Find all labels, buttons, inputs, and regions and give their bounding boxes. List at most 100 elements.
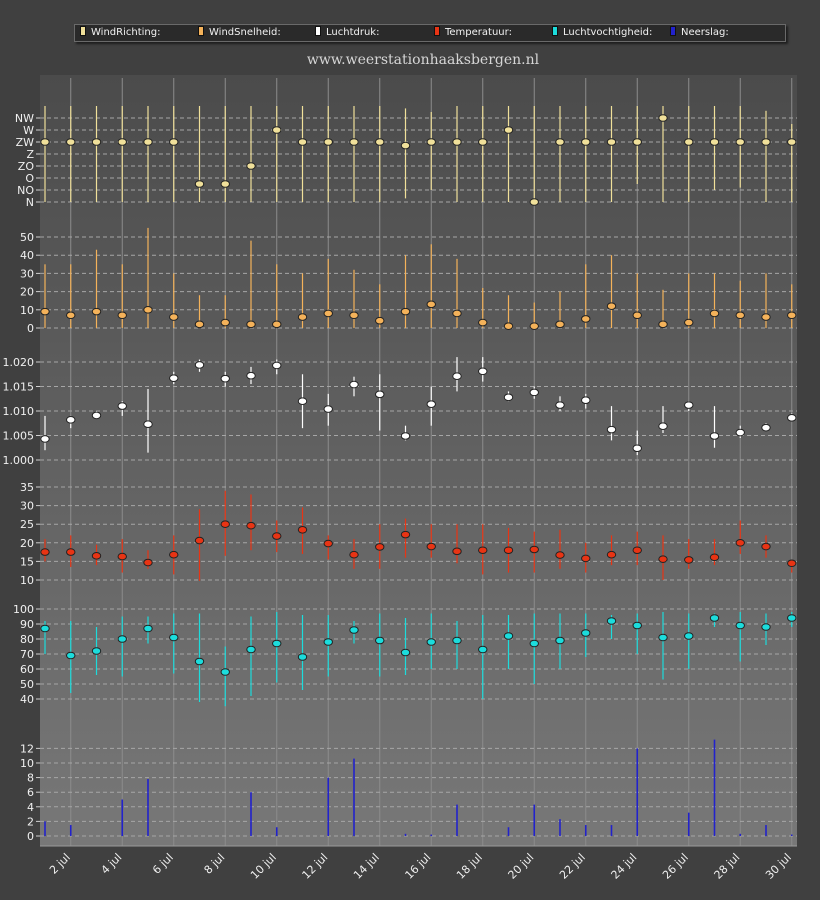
temperatuur-point (220, 520, 230, 529)
legend-item-temperatuur: Temperatuur: (434, 26, 512, 40)
windrichting-point (555, 138, 565, 146)
luchtvochtigheid-point (632, 621, 642, 630)
luchtdruk-point (684, 401, 694, 409)
windsnelheid-point (426, 300, 436, 309)
windrichting-point (272, 126, 282, 134)
luchtdruk-tick-label: 1.015 (3, 381, 35, 394)
temperatuur-point (169, 550, 179, 559)
x-tick-label: 4 jul (98, 851, 124, 877)
windrichting-point (632, 138, 642, 146)
luchtdruk-point (555, 401, 565, 409)
windrichting-point (246, 162, 256, 170)
x-tick-label: 6 jul (150, 851, 176, 877)
x-tick-label: 24 jul (609, 851, 640, 882)
legend-swatch-luchtvochtigheid (552, 26, 558, 36)
x-tick-label: 16 jul (403, 851, 434, 882)
windsnelheid-point (66, 311, 76, 320)
windrichting-point (761, 138, 771, 146)
windrichting-point (452, 138, 462, 146)
neerslag-tick-label: 8 (27, 772, 34, 785)
temperatuur-point (117, 552, 127, 561)
windsnelheid-point (529, 322, 539, 330)
x-tick-label: 12 jul (300, 851, 331, 882)
windsnelheid-point (117, 311, 127, 320)
windsnelheid-point (658, 320, 668, 329)
temperatuur-point (323, 539, 333, 548)
windsnelheid-point (478, 318, 488, 327)
luchtvochtigheid-point (529, 639, 539, 648)
luchtdruk-point (581, 396, 591, 405)
luchtvochtigheid-point (66, 651, 76, 660)
windsnelheid-point (735, 311, 745, 320)
site-title: www.weerstationhaaksbergen.nl (306, 52, 540, 68)
windsnelheid-tick-label: 0 (27, 322, 34, 335)
windsnelheid-tick-label: 50 (20, 231, 34, 244)
windrichting-point (658, 114, 668, 122)
luchtdruk-tick-label: 1.005 (3, 430, 35, 443)
windrichting-point (117, 138, 127, 146)
x-tick-label: 10 jul (248, 851, 279, 882)
luchtdruk-tick-label: 1.020 (3, 356, 35, 369)
temperatuur-point (606, 550, 617, 559)
windsnelheid-point (555, 320, 565, 329)
windsnelheid-tick-label: 20 (20, 286, 34, 299)
windrichting-point (503, 126, 514, 134)
windsnelheid-point (323, 309, 333, 318)
luchtdruk-point (787, 414, 797, 422)
legend-swatch-neerslag (670, 26, 676, 36)
luchtvochtigheid-point (684, 632, 694, 640)
x-tick-label: 8 jul (201, 851, 227, 877)
luchtdruk-point (632, 444, 642, 453)
luchtdruk-point (478, 367, 488, 376)
windsnelheid-tick-label: 30 (20, 267, 34, 280)
luchtdruk-point (143, 420, 153, 429)
temperatuur-point (709, 553, 720, 562)
luchtdruk-point (426, 400, 436, 408)
windrichting-point (169, 138, 179, 146)
luchtvochtigheid-tick-label: 90 (20, 618, 34, 631)
luchtdruk-point (606, 425, 617, 434)
luchtvochtigheid-point (323, 638, 333, 646)
neerslag-tick-label: 10 (20, 757, 34, 770)
windsnelheid-point (452, 309, 462, 318)
windsnelheid-point (297, 313, 308, 321)
neerslag-tick-label: 6 (27, 786, 34, 799)
windrichting-point (684, 138, 694, 146)
luchtvochtigheid-point (787, 614, 797, 622)
luchtdruk-tick-label: 1.000 (3, 454, 35, 467)
luchtdruk-point (117, 402, 127, 410)
luchtvochtigheid-tick-label: 100 (13, 603, 34, 616)
luchtvochtigheid-point (40, 624, 50, 633)
temperatuur-tick-label: 30 (20, 500, 34, 513)
luchtdruk-point (503, 393, 514, 402)
luchtvochtigheid-tick-label: 40 (20, 693, 34, 706)
legend-label-luchtvochtigheid: Luchtvochtigheid: (563, 27, 653, 38)
legend-swatch-windrichting (80, 26, 86, 36)
luchtvochtigheid-point (400, 648, 411, 657)
temperatuur-point (375, 543, 385, 551)
windrichting-tick-label: NW (15, 112, 34, 125)
luchtdruk-point (761, 423, 771, 432)
windrichting-point (529, 198, 539, 206)
temperatuur-point (349, 550, 359, 559)
windsnelheid-point (761, 313, 771, 321)
neerslag-tick-label: 0 (27, 830, 34, 843)
luchtvochtigheid-point (375, 636, 385, 645)
windsnelheid-point (606, 302, 617, 310)
luchtvochtigheid-point (143, 624, 153, 633)
luchtdruk-point (452, 372, 462, 381)
neerslag-tick-label: 4 (27, 801, 34, 814)
luchtdruk-point (169, 374, 179, 382)
luchtvochtigheid-point (297, 653, 308, 661)
temperatuur-point (91, 552, 102, 560)
luchtvochtigheid-point (735, 621, 745, 630)
windrichting-point (194, 180, 205, 188)
windsnelheid-point (169, 313, 179, 321)
windrichting-point (297, 138, 308, 146)
windrichting-tick-label: Z (26, 148, 34, 161)
windsnelheid-point (272, 320, 282, 329)
luchtdruk-point (529, 388, 539, 397)
luchtdruk-point (297, 397, 308, 406)
luchtvochtigheid-tick-label: 60 (20, 663, 34, 676)
windsnelheid-tick-label: 10 (20, 304, 34, 317)
